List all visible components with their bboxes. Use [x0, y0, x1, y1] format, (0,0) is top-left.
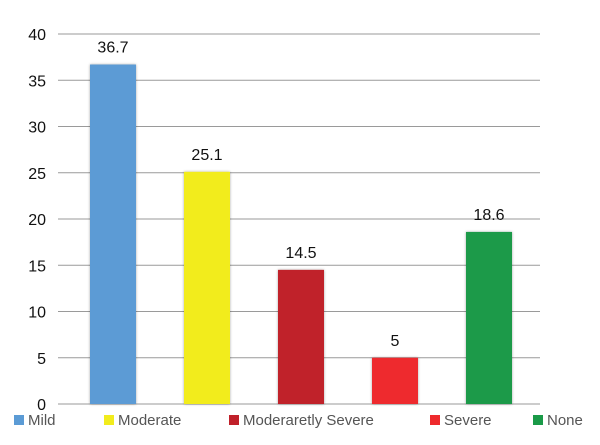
bar-mild: [90, 64, 136, 405]
y-tick-label: 0: [37, 397, 46, 414]
y-axis-ticks: 0 5 10 15 20 25 30 35 40: [28, 27, 46, 414]
data-labels: 36.7 25.1 14.5 5 18.6: [97, 40, 504, 350]
y-tick-label: 20: [28, 212, 46, 229]
y-tick-label: 10: [28, 305, 46, 322]
bar-severe: [372, 357, 418, 404]
y-tick-label: 15: [28, 258, 46, 275]
bars: [90, 64, 512, 405]
y-tick-label: 35: [28, 73, 46, 90]
legend-swatch: [430, 415, 440, 425]
legend-swatch: [104, 415, 114, 425]
y-tick-label: 40: [28, 27, 46, 44]
legend-swatch: [229, 415, 239, 425]
gridlines: [58, 33, 540, 405]
data-label: 18.6: [473, 207, 504, 224]
legend: Mild Moderate Moderaretly Severe Severe None: [14, 412, 583, 429]
y-tick-label: 25: [28, 166, 46, 183]
bar-moderaretly-severe: [278, 269, 324, 404]
legend-swatch: [14, 415, 24, 425]
y-tick-label: 5: [37, 351, 46, 368]
bar-moderate: [184, 171, 230, 404]
data-label: 5: [391, 333, 400, 350]
data-label: 14.5: [285, 245, 316, 262]
data-label: 25.1: [191, 147, 222, 164]
legend-label: None: [547, 412, 583, 429]
legend-label: Moderate: [118, 412, 181, 429]
bar-none: [466, 231, 512, 404]
legend-label: Moderaretly Severe: [243, 412, 374, 429]
y-tick-label: 30: [28, 120, 46, 137]
legend-label: Mild: [28, 412, 56, 429]
legend-label: Severe: [444, 412, 492, 429]
legend-swatch: [533, 415, 543, 425]
data-label: 36.7: [97, 40, 128, 57]
